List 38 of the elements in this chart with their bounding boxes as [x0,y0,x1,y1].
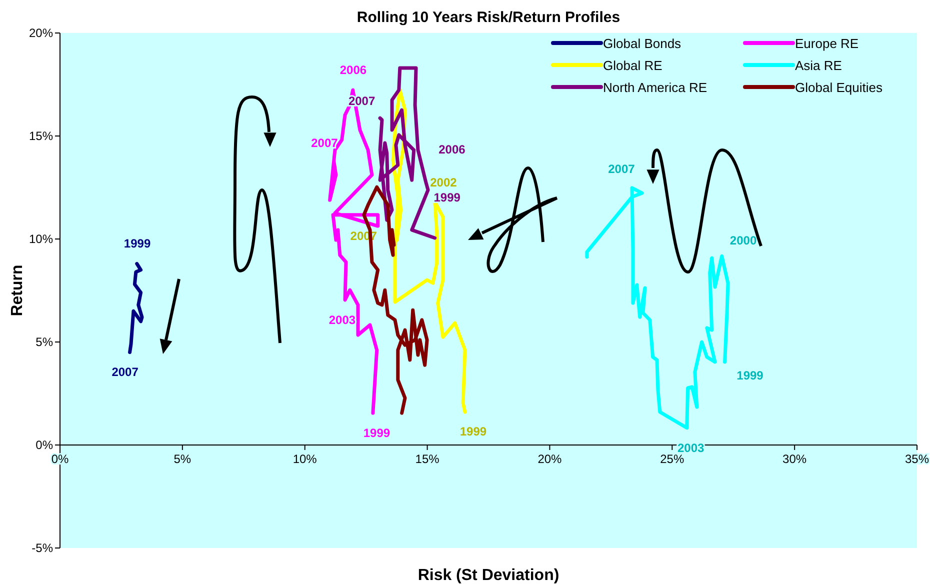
chart-title: Rolling 10 Years Risk/Return Profiles [356,9,620,26]
x-axis-title: Risk (St Deviation) [418,567,560,584]
x-tick-label: 25% [660,452,684,466]
x-tick-label: 5% [174,452,192,466]
legend-label: North America RE [603,80,708,95]
annotation: 2007 [608,162,636,176]
y-tick-label: 0% [36,438,54,452]
annotation: 1999 [363,426,390,440]
annotation: 2007 [311,136,338,150]
annotation: 1999 [736,368,764,382]
annotation: 1999 [460,424,487,438]
y-tick-label: 20% [28,26,54,40]
y-tick-label: 10% [28,232,54,246]
x-tick-label: 15% [415,452,440,466]
annotation: 2006 [438,142,466,156]
x-tick-label: 30% [782,452,807,466]
y-tick-label: 15% [28,129,54,143]
annotation: 2007 [112,365,139,380]
annotation: 2000 [730,234,757,248]
annotation: 2006 [340,63,367,78]
line-series [128,262,144,354]
legend-label: Global RE [603,58,663,73]
annotation: 1999 [124,236,151,251]
legend-label: Global Bonds [603,36,682,51]
y-tick-label: 5% [36,335,54,349]
legend-label: Global Equities [795,80,883,95]
annotation: 2003 [328,312,356,327]
y-tick-label: -5% [32,541,54,555]
annotation: 1999 [434,190,461,205]
x-tick-label: 20% [538,452,562,466]
legend-label: Asia RE [795,58,842,73]
legend-label: Europe RE [795,36,859,51]
x-tick-label: 10% [292,452,318,466]
annotation: 2002 [430,176,458,190]
y-axis-title: Return [9,264,26,316]
line-series [391,88,467,414]
line-series [585,186,730,430]
x-tick-label: 35% [904,452,930,466]
